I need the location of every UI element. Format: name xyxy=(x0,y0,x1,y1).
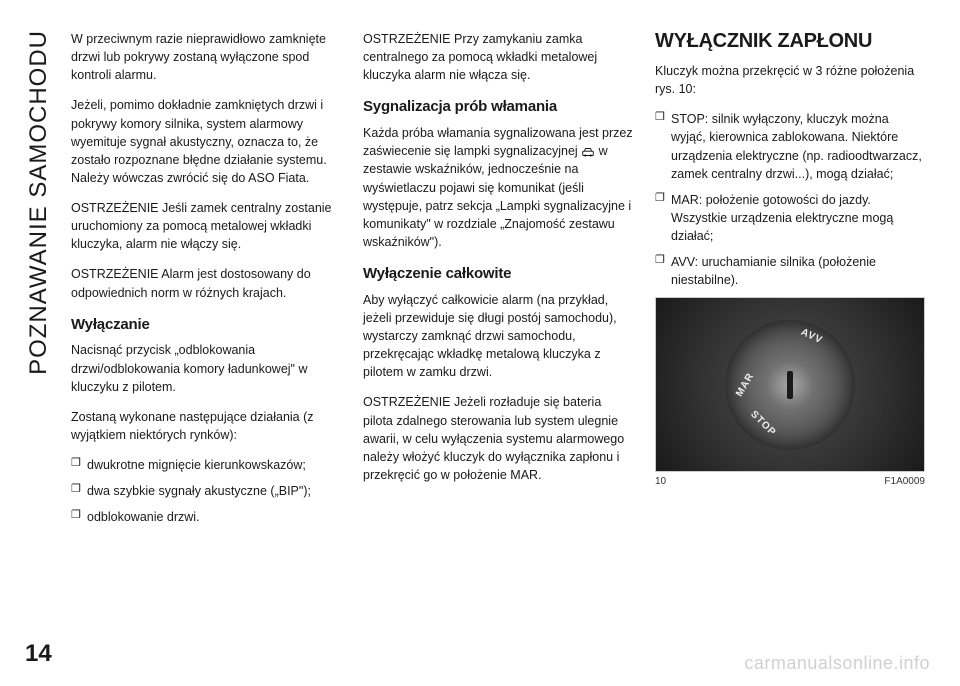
section-label: POZNAWANIE SAMOCHODU xyxy=(25,30,53,385)
heading-wylaczanie: Wyłączanie xyxy=(71,314,341,336)
list-item: dwukrotne mignięcie kierunkowskazów; xyxy=(71,456,341,474)
paragraph: Nacisnąć przycisk „odblokowania drzwi/od… xyxy=(71,341,341,395)
list-item: MAR: położenie gotowości do jazdy. Wszys… xyxy=(655,191,925,245)
figure-ignition: AVV MAR STOP 10 F1A0009 xyxy=(655,297,925,490)
content-columns: W przeciwnym razie nieprawidłowo zamknię… xyxy=(71,30,925,666)
bullet-list: dwukrotne mignięcie kierunkowskazów; dwa… xyxy=(71,456,341,526)
list-item: AVV: uruchamianie silnika (położenie nie… xyxy=(655,253,925,289)
paragraph: Jeżeli, pomimo dokładnie zamkniętych drz… xyxy=(71,96,341,187)
ignition-image: AVV MAR STOP xyxy=(655,297,925,472)
car-alarm-icon xyxy=(581,146,595,158)
ignition-slot xyxy=(787,371,793,399)
heading-sygnalizacja: Sygnalizacja prób włamania xyxy=(363,96,633,118)
list-item: odblokowanie drzwi. xyxy=(71,508,341,526)
figure-number: 10 xyxy=(655,475,666,490)
figure-caption: 10 F1A0009 xyxy=(655,475,925,490)
list-item: STOP: silnik wyłączony, kluczyk można wy… xyxy=(655,110,925,183)
page-number: 14 xyxy=(25,640,52,668)
paragraph: Zostaną wykonane następujące działania (… xyxy=(71,408,341,444)
watermark: carmanualsonline.info xyxy=(744,653,930,674)
paragraph: Aby wyłączyć całkowicie alarm (na przykł… xyxy=(363,291,633,382)
ignition-center xyxy=(765,360,815,410)
paragraph: Każda próba włamania sygnalizowana jest … xyxy=(363,124,633,251)
column-3: WYŁĄCZNIK ZAPŁONU Kluczyk można przekręc… xyxy=(655,30,925,666)
ignition-label-avv: AVV xyxy=(798,326,825,349)
paragraph: W przeciwnym razie nieprawidłowo zamknię… xyxy=(71,30,341,84)
figure-code: F1A0009 xyxy=(884,475,925,490)
ignition-ring: AVV MAR STOP xyxy=(725,320,855,450)
paragraph: OSTRZEŻENIE Przy zamykaniu zamka central… xyxy=(363,30,633,84)
list-item: dwa szybkie sygnały akustyczne („BIP"); xyxy=(71,482,341,500)
bullet-list: STOP: silnik wyłączony, kluczyk można wy… xyxy=(655,110,925,289)
column-1: W przeciwnym razie nieprawidłowo zamknię… xyxy=(71,30,341,666)
heading-wylaczenie-calkowite: Wyłączenie całkowite xyxy=(363,263,633,285)
paragraph: OSTRZEŻENIE Alarm jest dostosowany do od… xyxy=(71,265,341,301)
text-span: w zestawie wskaźników, jednocześnie na w… xyxy=(363,144,631,249)
paragraph: Kluczyk można przekręcić w 3 różne położ… xyxy=(655,62,925,98)
ignition-label-stop: STOP xyxy=(746,409,778,441)
ignition-label-mar: MAR xyxy=(733,370,758,400)
column-2: OSTRZEŻENIE Przy zamykaniu zamka central… xyxy=(363,30,633,666)
paragraph: OSTRZEŻENIE Jeśli zamek centralny zostan… xyxy=(71,199,341,253)
heading-wylacznik-zaplonu: WYŁĄCZNIK ZAPŁONU xyxy=(655,30,925,52)
paragraph: OSTRZEŻENIE Jeżeli rozładuje się bateria… xyxy=(363,393,633,484)
